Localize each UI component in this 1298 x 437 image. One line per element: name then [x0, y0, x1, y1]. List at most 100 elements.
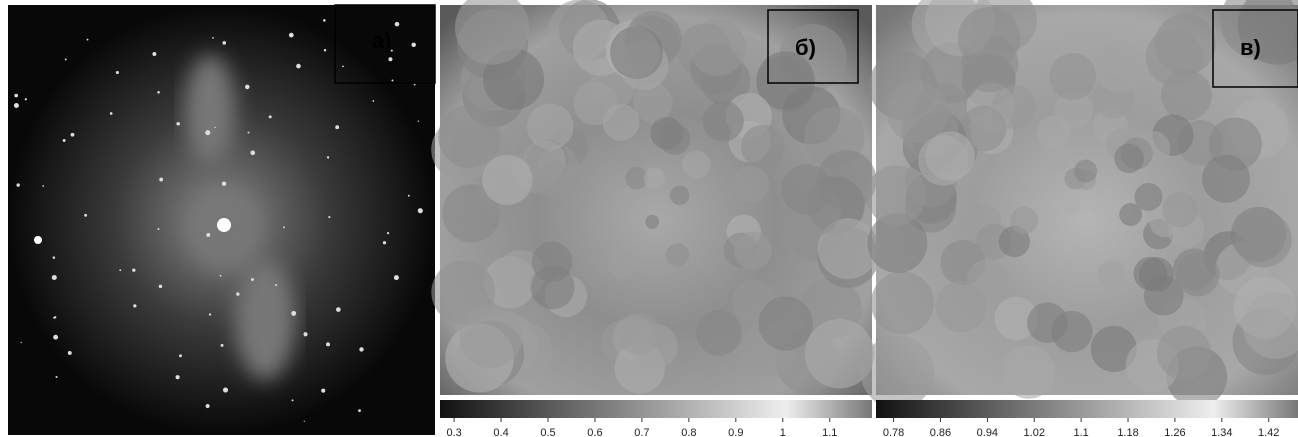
- star: [387, 232, 389, 234]
- tick-label: 0.3: [446, 427, 461, 437]
- cell: [866, 165, 926, 225]
- cell: [759, 296, 813, 350]
- star: [14, 103, 19, 108]
- cell: [1010, 206, 1038, 234]
- star: [418, 120, 419, 121]
- cell: [1202, 155, 1250, 203]
- cell: [1092, 202, 1107, 217]
- panel-label: в): [1240, 35, 1261, 60]
- panel-label: б): [795, 35, 816, 60]
- star: [283, 226, 285, 228]
- star: [292, 399, 294, 401]
- cell: [1119, 203, 1142, 226]
- star: [159, 285, 163, 289]
- cell: [670, 186, 690, 206]
- cell: [1002, 345, 1056, 399]
- star: [296, 64, 301, 69]
- cell: [992, 85, 1037, 130]
- star: [383, 241, 386, 244]
- cell: [1097, 260, 1125, 288]
- star: [418, 208, 423, 213]
- star: [205, 130, 210, 135]
- cell: [666, 243, 689, 266]
- cell: [644, 167, 665, 188]
- tick-label: 1.1: [822, 427, 837, 437]
- cell: [1176, 253, 1219, 296]
- cell: [482, 155, 532, 205]
- star: [53, 256, 56, 259]
- star: [152, 52, 156, 56]
- star: [408, 195, 410, 197]
- cell: [1095, 43, 1145, 93]
- tick-label: 1.26: [1164, 427, 1185, 437]
- panel-a: а): [8, 5, 435, 435]
- cell: [608, 252, 635, 279]
- cell: [603, 104, 640, 141]
- star: [220, 275, 222, 277]
- cell: [1064, 198, 1080, 214]
- cell: [871, 271, 934, 334]
- star: [324, 49, 326, 51]
- star: [323, 19, 326, 22]
- tick-label: 0.86: [930, 427, 951, 437]
- cell: [861, 335, 935, 409]
- cell: [459, 305, 522, 368]
- tick-label: 1.1: [1073, 427, 1088, 437]
- tick-label: 0.5: [540, 427, 555, 437]
- star: [327, 156, 329, 158]
- panel-label: а): [372, 28, 392, 53]
- star: [214, 127, 215, 128]
- tick-label: 0.7: [634, 427, 649, 437]
- star: [63, 139, 66, 142]
- cell: [618, 142, 646, 170]
- cell: [703, 101, 744, 142]
- star: [342, 66, 344, 68]
- star: [388, 57, 392, 61]
- star: [326, 342, 330, 346]
- tick-label: 1.34: [1211, 427, 1232, 437]
- tick-label: 1.02: [1024, 427, 1045, 437]
- star: [119, 269, 121, 271]
- star: [209, 313, 211, 315]
- cell: [1114, 144, 1144, 174]
- star: [250, 150, 255, 155]
- cell: [1139, 257, 1174, 292]
- star: [251, 278, 254, 281]
- star: [222, 41, 226, 45]
- tick-label: 0.9: [728, 427, 743, 437]
- star: [42, 185, 44, 187]
- star: [21, 342, 22, 343]
- star: [248, 132, 250, 134]
- cell: [1051, 311, 1092, 352]
- cell: [532, 242, 572, 282]
- star: [25, 98, 27, 100]
- cell: [1146, 29, 1203, 86]
- star: [391, 79, 393, 81]
- star: [84, 214, 87, 217]
- cell: [618, 313, 660, 355]
- cell: [696, 310, 741, 355]
- star: [395, 22, 400, 27]
- star: [221, 344, 224, 347]
- star: [359, 347, 363, 351]
- star: [304, 421, 305, 422]
- star: [157, 228, 159, 230]
- star: [71, 133, 75, 137]
- star: [414, 84, 416, 86]
- cell: [732, 166, 769, 203]
- cell: [1162, 192, 1197, 227]
- tick-label: 0.4: [493, 427, 508, 437]
- star: [53, 335, 58, 340]
- star: [176, 375, 180, 379]
- star: [110, 112, 113, 115]
- star: [303, 332, 307, 336]
- star: [335, 125, 339, 129]
- star: [157, 91, 160, 94]
- star: [133, 304, 136, 307]
- cell: [659, 123, 691, 155]
- tick-label: 1.18: [1117, 427, 1138, 437]
- star: [223, 387, 228, 392]
- cell: [682, 151, 710, 179]
- star: [54, 316, 56, 318]
